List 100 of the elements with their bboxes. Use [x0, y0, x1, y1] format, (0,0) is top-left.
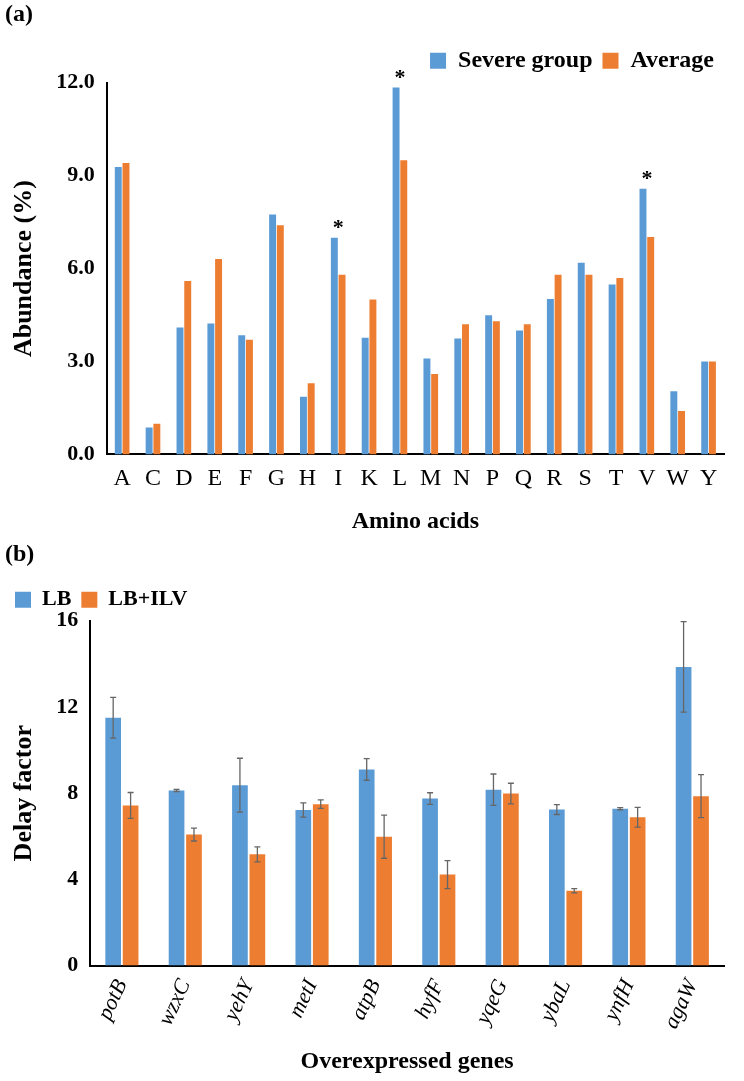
- bar: [168, 790, 185, 966]
- x-axis-title: Amino acids: [351, 506, 480, 533]
- x-tick-label: W: [666, 464, 690, 491]
- bar: [693, 796, 709, 966]
- bar: [376, 836, 392, 966]
- chart-title: (a): [5, 0, 33, 26]
- annotation: *: [332, 214, 344, 240]
- x-tick-label: M: [420, 464, 442, 491]
- bar: [439, 874, 456, 966]
- x-axis-title: Overexpressed genes: [300, 1046, 514, 1073]
- y-tick-label: 3.0: [67, 347, 95, 373]
- x-tick-label: metI: [282, 973, 323, 1022]
- bar: [516, 330, 523, 455]
- x-tick-label: K: [360, 464, 379, 491]
- bar: [207, 323, 215, 455]
- x-tick-label: I: [334, 464, 343, 491]
- bar: [546, 298, 554, 455]
- x-tick-label: G: [267, 464, 286, 491]
- annotation: *: [394, 64, 406, 90]
- y-axis-title: Delay factor: [8, 724, 38, 862]
- x-tick-label: R: [546, 464, 563, 491]
- bar: [503, 793, 519, 966]
- bar: [400, 160, 408, 455]
- bar: [577, 262, 585, 455]
- x-tick-label: agaW: [657, 973, 703, 1033]
- bar: [276, 225, 284, 455]
- bar: [153, 423, 161, 455]
- bar: [585, 274, 593, 455]
- legend-label: Severe group: [458, 46, 593, 72]
- bar: [708, 361, 716, 455]
- bar: [215, 259, 223, 455]
- bar: [523, 324, 531, 455]
- y-tick-label: 0.0: [67, 440, 95, 466]
- bar: [186, 834, 202, 966]
- bar: [616, 277, 624, 455]
- bar: [269, 214, 277, 455]
- bar: [338, 274, 346, 455]
- x-tick-label: Q: [514, 464, 533, 491]
- x-tick-label: L: [392, 464, 408, 491]
- bar: [566, 890, 583, 966]
- x-tick-label: V: [638, 464, 657, 491]
- chart-title: (b): [5, 539, 35, 566]
- bar: [423, 358, 431, 455]
- y-axis-title: Abundance (%): [8, 180, 38, 358]
- x-tick-label: N: [452, 464, 471, 491]
- bar: [608, 284, 616, 455]
- bar: [485, 315, 493, 455]
- x-tick-label: atpB: [344, 975, 386, 1024]
- bar: [462, 324, 469, 455]
- y-tick-label: 8: [67, 778, 79, 804]
- bar: [245, 339, 253, 455]
- x-tick-label: Y: [699, 464, 718, 491]
- bar: [422, 798, 438, 966]
- bar: [238, 335, 246, 455]
- x-tick-label: P: [485, 464, 500, 491]
- bar: [678, 411, 686, 455]
- bar: [701, 361, 709, 455]
- x-tick-label: ybaL: [533, 975, 576, 1028]
- bar: [307, 383, 315, 455]
- bar: [249, 854, 266, 966]
- bar: [612, 808, 629, 966]
- bar: [330, 237, 338, 455]
- x-tick-label: potB: [90, 975, 132, 1026]
- x-tick-label: yehY: [216, 972, 260, 1027]
- bar: [299, 396, 307, 455]
- y-tick-label: 9.0: [67, 161, 95, 187]
- x-tick-label: yqeG: [468, 975, 512, 1030]
- x-tick-label: C: [144, 464, 162, 491]
- bar: [361, 337, 369, 455]
- y-tick-label: 12.0: [56, 68, 95, 94]
- y-tick-label: 12: [56, 692, 79, 718]
- annotation: *: [641, 165, 653, 191]
- legend-label: Average: [630, 46, 715, 72]
- bar: [392, 87, 400, 455]
- x-tick-label: E: [207, 464, 223, 491]
- bar: [454, 338, 462, 455]
- bar: [675, 666, 692, 966]
- legend-label: LB+ILV: [108, 585, 188, 611]
- bar: [647, 237, 655, 455]
- x-tick-label: D: [175, 464, 193, 491]
- bar: [485, 789, 502, 966]
- x-tick-label: T: [608, 464, 624, 491]
- y-tick-label: 6.0: [67, 254, 95, 280]
- bar: [122, 805, 139, 966]
- x-tick-label: A: [113, 464, 132, 491]
- bar: [114, 167, 122, 455]
- bar: [145, 427, 153, 455]
- bar: [312, 804, 329, 966]
- bar: [358, 769, 375, 966]
- bar: [431, 373, 439, 455]
- bar: [492, 321, 500, 455]
- bar: [105, 717, 122, 966]
- bar: [548, 809, 565, 966]
- bar: [670, 391, 678, 455]
- bar: [232, 785, 248, 966]
- x-tick-label: ynfH: [597, 974, 640, 1027]
- x-tick-label: S: [578, 464, 592, 491]
- x-tick-label: wzxC: [152, 974, 196, 1029]
- bar: [369, 299, 377, 455]
- x-tick-label: H: [298, 464, 316, 491]
